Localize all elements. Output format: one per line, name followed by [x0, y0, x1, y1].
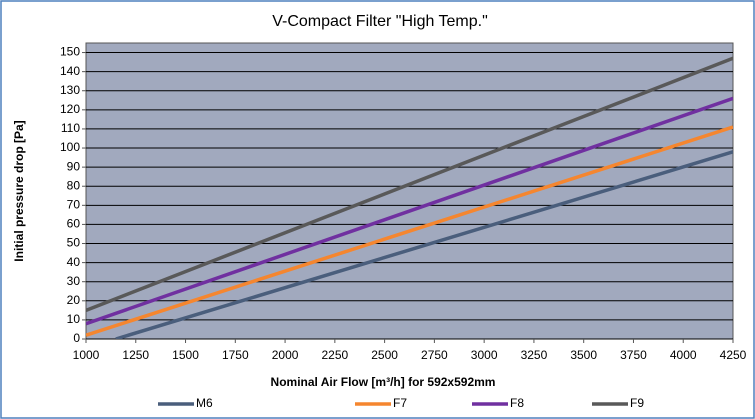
plot-area: [85, 42, 734, 340]
y-tick-label: 80: [67, 178, 81, 192]
legend-label: F7: [393, 396, 407, 410]
x-tick-label: 3000: [471, 348, 498, 362]
x-tick-label: 1250: [122, 348, 149, 362]
y-tick-label: 150: [60, 45, 80, 59]
x-axis-label: Nominal Air Flow [m³/h] for 592x592mm: [271, 375, 496, 389]
y-tick-label: 50: [67, 236, 81, 250]
series-line: [86, 56, 733, 312]
chart-title: V-Compact Filter "High Temp.": [272, 13, 488, 30]
y-tick-label: 110: [61, 121, 80, 135]
series-line: [86, 125, 733, 337]
x-tick-label: 4000: [670, 348, 697, 362]
legend-label: M6: [196, 396, 213, 410]
x-tick-label: 3500: [570, 348, 597, 362]
series-line: [86, 96, 733, 326]
legend-label: F8: [510, 396, 524, 410]
y-tick-label: 140: [60, 64, 80, 78]
x-tick-label: 3250: [521, 348, 548, 362]
y-tick-label: 90: [67, 159, 81, 173]
x-tick-label: 1500: [172, 348, 199, 362]
x-tick-label: 4250: [720, 348, 747, 362]
y-tick-label: 0: [73, 331, 80, 345]
y-tick-label: 130: [60, 83, 80, 97]
y-tick-label: 30: [67, 274, 81, 288]
x-tick-label: 2500: [371, 348, 398, 362]
x-tick-label: 1750: [222, 348, 249, 362]
y-tick-label: 70: [67, 197, 81, 211]
y-tick-label: 60: [67, 217, 81, 231]
x-tick-label: 2000: [272, 348, 299, 362]
y-tick-label: 10: [67, 312, 81, 326]
y-axis-label: Initial pressure drop [Pa]: [12, 120, 26, 261]
x-tick-label: 2250: [321, 348, 348, 362]
y-tick-label: 40: [67, 255, 81, 269]
x-tick-label: 3750: [620, 348, 647, 362]
y-tick-label: 120: [60, 102, 80, 116]
x-tick-label: 2750: [421, 348, 448, 362]
x-tick-label: 1000: [73, 348, 100, 362]
series-line: [115, 150, 733, 339]
y-tick-label: 100: [60, 140, 80, 154]
legend-label: F9: [630, 396, 644, 410]
y-tick-label: 20: [67, 293, 81, 307]
